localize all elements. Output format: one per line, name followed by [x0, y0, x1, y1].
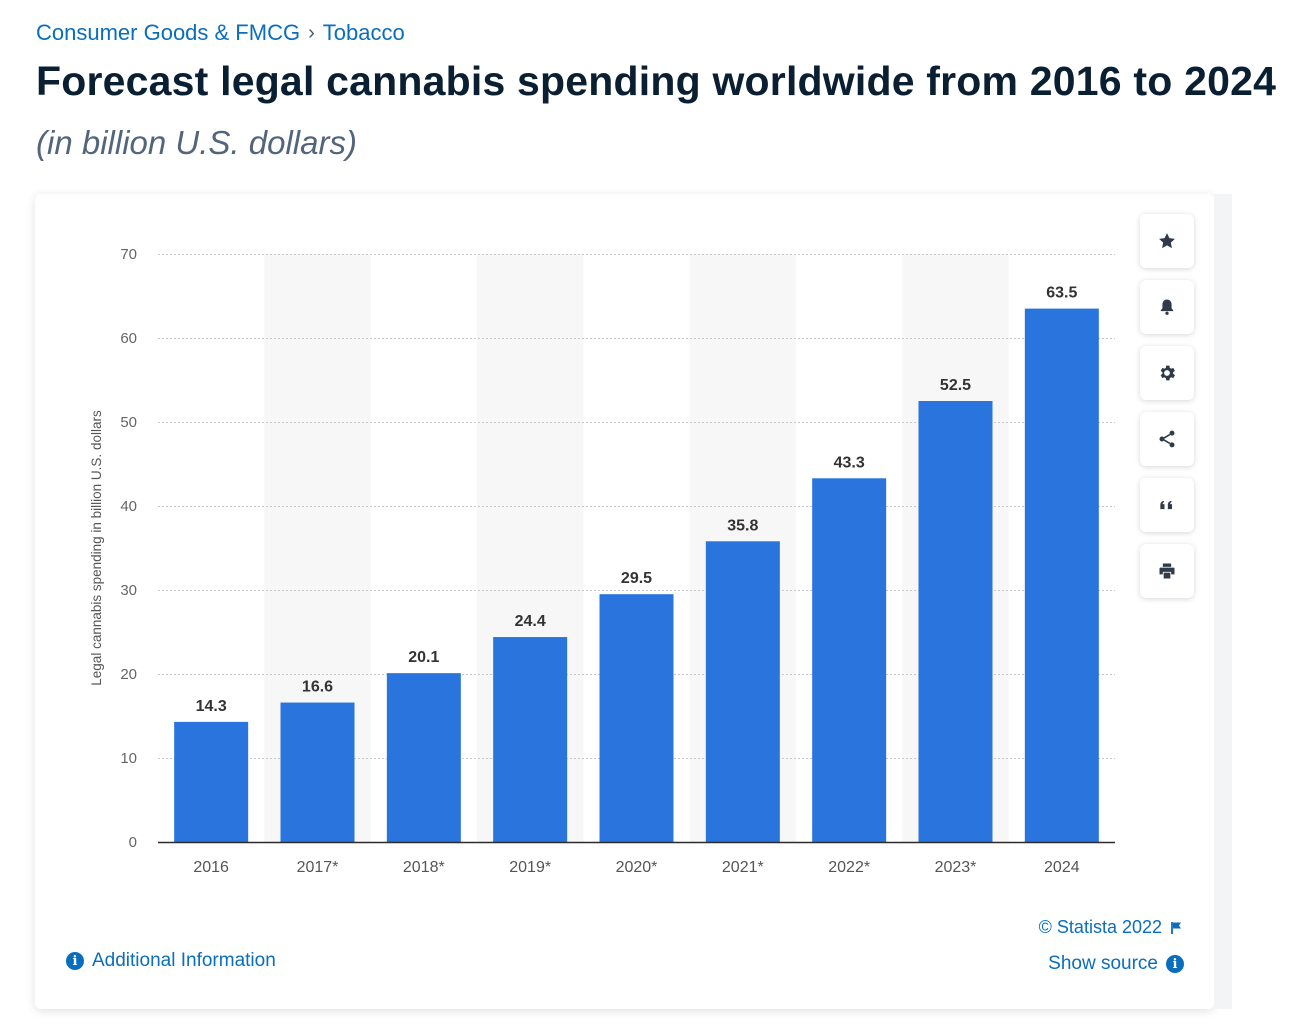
x-tick-label: 2016: [193, 859, 229, 876]
bar[interactable]: [493, 637, 568, 842]
data-label: 35.8: [727, 517, 758, 534]
cite-button[interactable]: [1140, 478, 1194, 532]
bell-icon: [1160, 299, 1174, 315]
y-tick-label: 70: [120, 246, 137, 263]
copyright-link[interactable]: © Statista 2022: [1039, 917, 1184, 938]
breadcrumb-category-link[interactable]: Consumer Goods & FMCG: [36, 20, 301, 45]
breadcrumb: Consumer Goods & FMCG › Tobacco: [36, 20, 405, 46]
side-action-bar: [1140, 214, 1194, 598]
additional-information-label: Additional Information: [92, 950, 276, 971]
print-button[interactable]: [1140, 544, 1194, 598]
bar[interactable]: [174, 721, 249, 842]
additional-information-link[interactable]: i Additional Information: [66, 950, 276, 972]
share-icon: [1159, 430, 1175, 448]
y-tick-label: 0: [129, 834, 137, 851]
breadcrumb-subcategory-link[interactable]: Tobacco: [322, 20, 405, 45]
flag-icon: [1171, 921, 1181, 934]
data-labels: 14.3 16.6 20.1 24.4 29.5 35.8 43.3 52.5 63.5: [196, 285, 1078, 715]
data-label: 16.6: [302, 679, 333, 696]
y-tick-label: 60: [120, 330, 137, 347]
data-label: 24.4: [515, 613, 546, 630]
settings-button[interactable]: [1140, 346, 1194, 400]
data-label: 14.3: [196, 698, 227, 715]
share-button[interactable]: [1140, 412, 1194, 466]
breadcrumb-separator: ›: [308, 21, 315, 44]
data-label: 20.1: [408, 649, 439, 666]
star-icon: [1159, 233, 1175, 249]
x-tick-label: 2020*: [616, 859, 658, 876]
bar[interactable]: [280, 702, 355, 842]
background-strip: [1214, 194, 1232, 1009]
y-tick-label: 10: [120, 750, 137, 767]
y-axis-ticks: 0 10 20 30 40 50 60 70: [120, 246, 137, 851]
gear-icon: [1160, 365, 1175, 381]
x-tick-label: 2019*: [509, 859, 551, 876]
x-tick-label: 2018*: [403, 859, 445, 876]
data-label: 63.5: [1046, 285, 1077, 302]
notification-button[interactable]: [1140, 280, 1194, 334]
bars: [174, 308, 1099, 843]
print-icon: [1159, 563, 1175, 579]
bar[interactable]: [918, 401, 993, 842]
page-subtitle: (in billion U.S. dollars): [36, 124, 357, 161]
y-tick-label: 20: [120, 666, 137, 683]
info-icon: i: [66, 952, 84, 970]
show-source-link[interactable]: Show source i: [1048, 953, 1184, 975]
y-tick-label: 50: [120, 414, 137, 431]
y-axis-label: Legal cannabis spending in billion U.S. …: [89, 410, 104, 686]
bar[interactable]: [386, 673, 461, 842]
bar[interactable]: [705, 541, 780, 842]
bar[interactable]: [599, 594, 674, 842]
y-tick-label: 40: [120, 498, 137, 515]
page-title: Forecast legal cannabis spending worldwi…: [36, 58, 1277, 104]
x-tick-label: 2024: [1044, 859, 1080, 876]
bar[interactable]: [812, 478, 887, 842]
data-label: 52.5: [940, 377, 971, 394]
info-icon: i: [1166, 955, 1184, 973]
x-tick-label: 2023*: [935, 859, 977, 876]
x-tick-label: 2022*: [828, 859, 870, 876]
bar[interactable]: [1024, 308, 1099, 843]
x-tick-label: 2017*: [297, 859, 339, 876]
favorite-button[interactable]: [1140, 214, 1194, 268]
data-label: 43.3: [834, 454, 865, 471]
show-source-label: Show source: [1048, 953, 1158, 974]
data-label: 29.5: [621, 570, 652, 587]
x-tick-label: 2021*: [722, 859, 764, 876]
quote-icon: [1160, 500, 1172, 510]
x-axis-ticks: 2016 2017* 2018* 2019* 2020* 2021* 2022* 2023* 2…: [193, 859, 1079, 876]
copyright-label: © Statista 2022: [1038, 917, 1162, 937]
y-tick-label: 30: [120, 582, 137, 599]
